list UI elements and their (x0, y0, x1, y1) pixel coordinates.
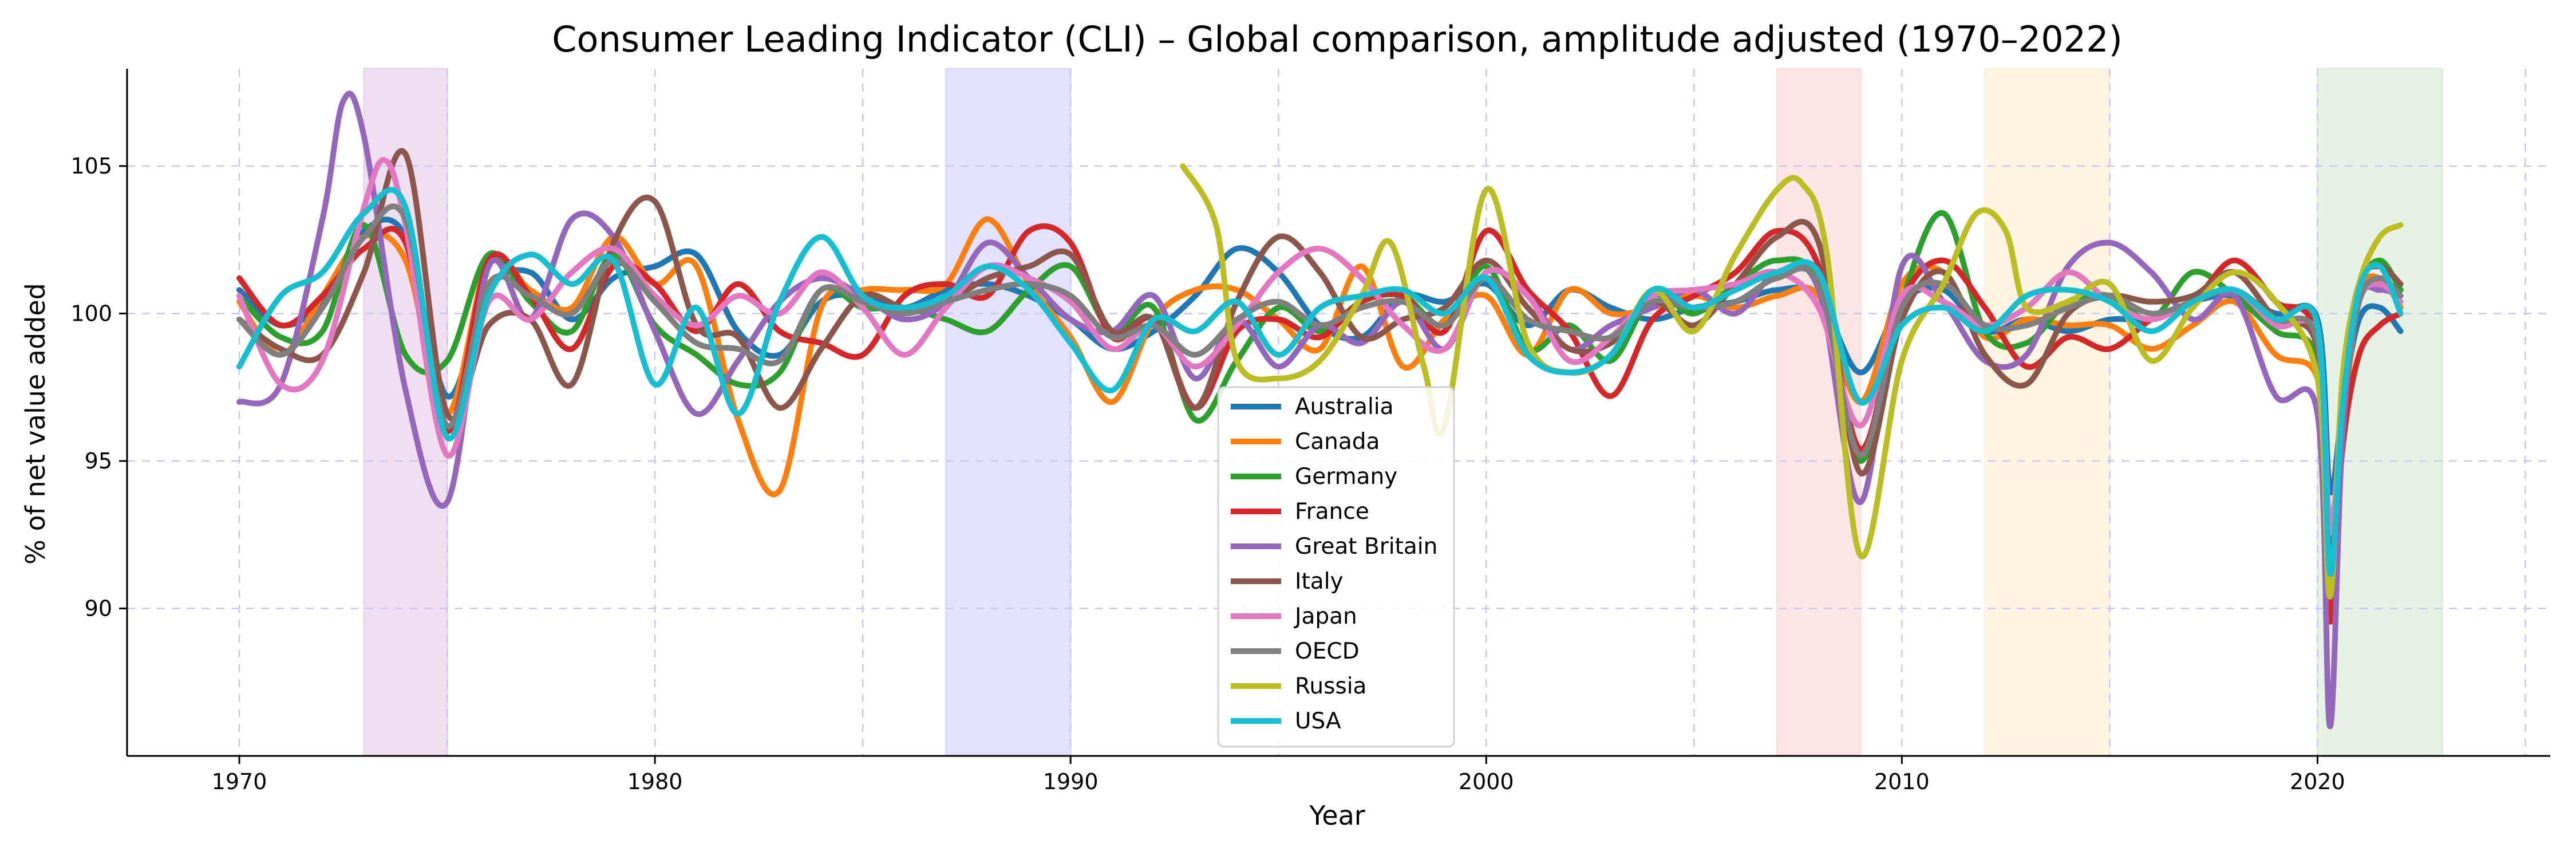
tick-labels: 1970 1980 1990 2000 2010 2020 90 95 100 105 (70, 153, 2345, 794)
series-line-usa (236, 187, 2404, 577)
y-tick-label: 90 (85, 596, 112, 621)
legend-label-australia: Australia (1295, 394, 1394, 420)
x-tick-label: 2000 (1459, 769, 1514, 794)
y-tick-label: 100 (70, 301, 112, 326)
legend-label-great-britain: Great Britain (1295, 534, 1437, 559)
legend-label-italy: Italy (1295, 569, 1344, 594)
y-tick-label: 105 (70, 153, 112, 179)
series-line-italy (236, 148, 2404, 570)
legend-label-japan: Japan (1293, 604, 1357, 629)
x-axis-label: Year (1309, 800, 1365, 831)
legend-label-usa: USA (1295, 708, 1341, 734)
chart-title: Consumer Leading Indicator (CLI) – Globa… (552, 18, 2123, 60)
legend-label-canada: Canada (1295, 429, 1380, 455)
series-line-great-britain (236, 90, 2404, 730)
x-tick-label: 2020 (2290, 769, 2345, 794)
legend-label-germany: Germany (1295, 464, 1397, 490)
x-tick-label: 1970 (212, 769, 267, 794)
legend-label-france: France (1295, 499, 1369, 525)
series-line-russia (1180, 163, 2404, 600)
x-tick-label: 2010 (1874, 769, 1930, 794)
legend: Australia Canada Germany France Great Britai… (1217, 386, 1455, 748)
legend-label-russia: Russia (1295, 673, 1366, 699)
x-tick-label: 1980 (627, 769, 683, 794)
shaded-period-1 (945, 68, 1072, 757)
shaded-period-3 (1984, 68, 2111, 757)
legend-label-oecd: OECD (1295, 639, 1360, 664)
y-tick-label: 95 (85, 448, 112, 474)
series-line-japan (236, 157, 2404, 536)
x-tick-label: 1990 (1043, 769, 1099, 794)
series-lines (236, 90, 2404, 730)
axes (126, 69, 2550, 757)
y-axis-label: % of net value added (20, 283, 51, 565)
